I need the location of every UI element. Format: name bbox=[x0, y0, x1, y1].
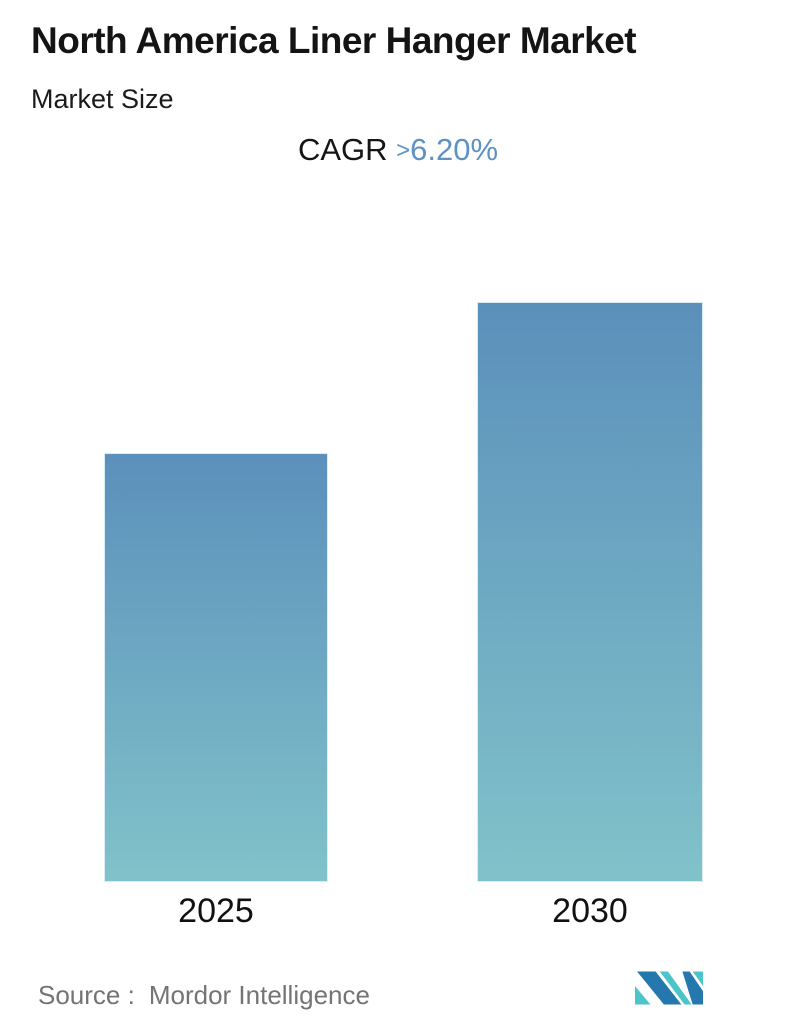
logo-teal-middle-diagonal bbox=[659, 971, 692, 1005]
cagr-greater-than: > bbox=[396, 137, 411, 164]
source-value: Mordor Intelligence bbox=[148, 980, 370, 1010]
logo-teal-left-triangle bbox=[635, 985, 651, 1005]
logo-blue-right-bar bbox=[682, 971, 703, 1005]
cagr-annotation: CAGR >6.20% bbox=[0, 132, 796, 168]
chart-title: North America Liner Hanger Market bbox=[31, 20, 637, 61]
logo-blue-left-diagonal bbox=[637, 971, 682, 1005]
x-axis-label-2030: 2030 bbox=[552, 892, 628, 930]
source-label: Source : bbox=[38, 980, 135, 1010]
source-attribution: Source : Mordor Intelligence bbox=[38, 980, 370, 1011]
mordor-intelligence-logo bbox=[635, 971, 703, 1005]
cagr-value: 6.20% bbox=[410, 132, 499, 167]
x-axis-label-2025: 2025 bbox=[178, 892, 254, 930]
chart-subtitle: Market Size bbox=[31, 84, 174, 114]
bar-2030 bbox=[477, 302, 703, 882]
cagr-label: CAGR bbox=[297, 132, 388, 167]
bar-2025 bbox=[104, 453, 328, 882]
